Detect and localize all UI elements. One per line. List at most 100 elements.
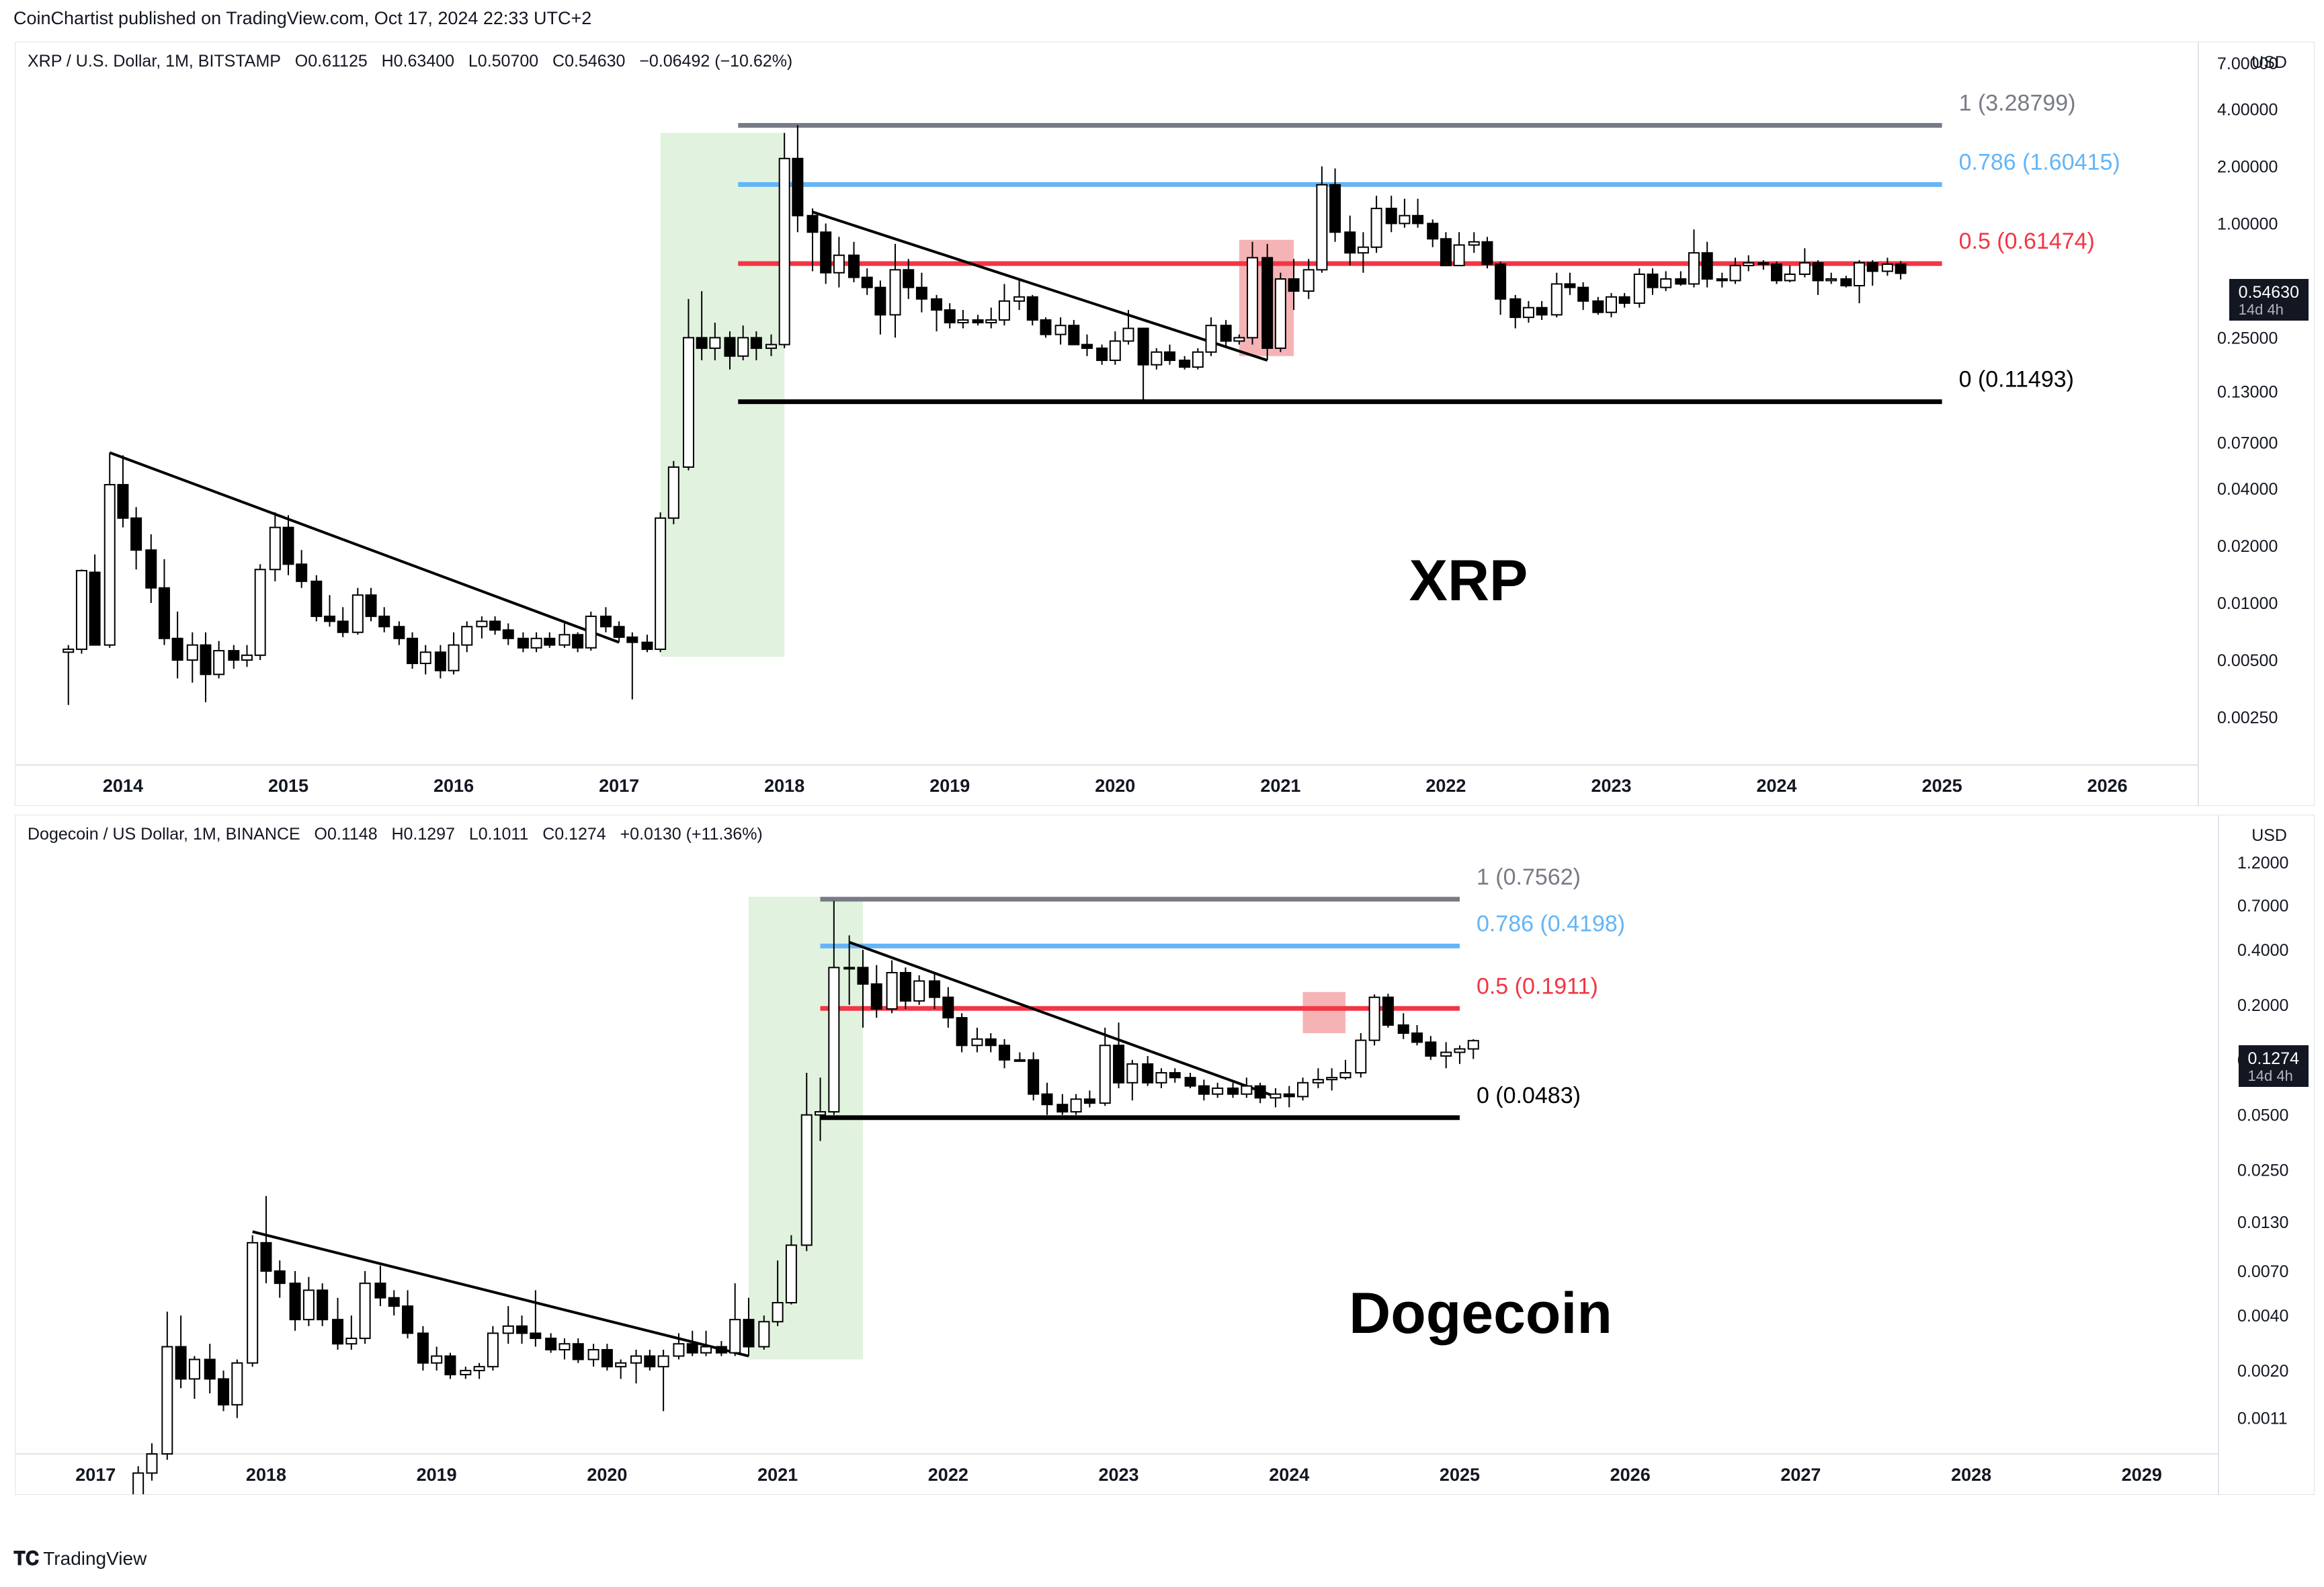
xrp-candle [724,331,736,370]
doge-candle-body [317,1289,329,1321]
xrp-candle-body [1522,307,1534,319]
doge-candle [1397,1013,1409,1039]
doge-candle [971,1027,983,1053]
doge-candle-body [601,1348,613,1368]
doge-candle-body [857,967,869,985]
xrp-candle-body [489,620,501,631]
doge-candle-body [630,1355,642,1364]
doge-candle [999,1039,1011,1069]
xrp-candle-body [1701,252,1713,280]
xrp-candle [1895,261,1907,280]
xrp-candle [1495,261,1507,315]
doge-candle [1297,1077,1309,1101]
doge-candle-body [473,1366,485,1371]
doge-candle-body [417,1332,429,1364]
doge-candle-body [1297,1082,1309,1098]
xrp-candle [1522,300,1534,323]
xrp-candle-body [171,637,183,661]
doge-candle-body [772,1302,784,1323]
xrp-candle [145,534,157,603]
xrp-candle-body [1618,296,1630,304]
xrp-candle-body [1605,296,1617,313]
xrp-candle-body [1054,325,1067,335]
xrp-candle-body [1151,351,1163,366]
dogecoin-chart-svg[interactable]: 1 (0.7562) 0.786 (0.4198) 0.5 (0.1911) 0 (0… [15,815,2314,1494]
xrp-candle-body [1137,327,1149,366]
xrp-countdown: 14d 4h [2238,301,2284,318]
xrp-candle [378,607,390,633]
chart-panel-xrp[interactable]: 1 (3.28799) 0.786 (1.60415) 0.5 (0.61474) 0… [15,42,2315,806]
xrp-candle [696,291,708,361]
xrp-currency-label[interactable]: USD [2251,53,2287,72]
xrp-candle [117,455,129,528]
doge-y-tick-label: 0.0130 [2237,1213,2288,1232]
doge-candle-body [673,1343,685,1357]
doge-candle-body [359,1283,371,1340]
doge-candle [828,901,840,1115]
xrp-candle-body [861,276,873,288]
xrp-candle-body [502,629,514,639]
doge-candle [460,1367,472,1379]
xrp-candle [1247,241,1259,345]
doge-candle-body [1312,1079,1324,1084]
xrp-candle-body [158,587,170,639]
doge-candle-body [558,1343,571,1350]
doge-candle [715,1341,727,1356]
doge-candle [204,1344,216,1393]
doge-candle [758,1315,770,1350]
xrp-candle-body [1784,273,1796,282]
doge-candle [1326,1068,1338,1091]
doge-candle-body [487,1332,499,1368]
doge-candle [913,975,925,1005]
doge-candle-body [729,1319,741,1354]
doge-currency-label[interactable]: USD [2251,826,2287,845]
xrp-x-tick-label: 2025 [1922,776,1962,796]
xrp-candle-body [530,637,542,649]
xrp-candle-body [269,526,281,571]
xrp-candle [1122,310,1134,345]
doge-candle [644,1349,656,1371]
doge-last-price-box: 0.1274 14d 4h [2238,1045,2309,1087]
xrp-candle [1453,232,1465,267]
doge-low: L0.1011 [468,825,529,844]
xrp-candle [337,607,349,637]
xrp-candle [1701,241,1713,288]
xrp-candle-body [324,615,336,622]
xrp-candle-body [1357,246,1369,254]
xrp-candle-body [461,626,473,646]
doge-candle-body [715,1346,727,1354]
xrp-candle-body [1866,262,1878,272]
doge-candle [332,1297,344,1350]
doge-x-tick-label: 2024 [1269,1465,1309,1485]
tradingview-logo[interactable]: 𝐓𝐂 TradingView [13,1548,147,1570]
xrp-candle [1618,292,1630,308]
doge-candle [1411,1025,1423,1046]
doge-candle [1467,1039,1479,1059]
xrp-candle-body [448,644,460,672]
doge-candle-body [743,1319,755,1348]
xrp-candle-body [558,634,571,646]
xrp-candle-body [1261,257,1274,350]
chart-panel-dogecoin[interactable]: 1 (0.7562) 0.786 (0.4198) 0.5 (0.1911) 0 (0… [15,815,2315,1495]
xrp-candle-body [1854,262,1866,287]
xrp-candle-body [1288,278,1300,292]
doge-candle-body [460,1369,472,1376]
xrp-candle [296,550,308,588]
xrp-candle [1743,255,1755,272]
xrp-candle [1688,229,1700,288]
doge-candle [1254,1082,1266,1104]
doge-last-price: 0.1274 [2247,1049,2299,1068]
xrp-candle-body [419,651,431,664]
xrp-chart-svg[interactable]: 1 (3.28799) 0.786 (1.60415) 0.5 (0.61474) 0… [15,42,2314,805]
doge-candle-body [188,1358,200,1380]
doge-candle [1113,1022,1125,1088]
doge-candle [1155,1068,1167,1088]
xrp-close: C0.54630 [552,52,626,71]
xrp-x-tick-label: 2018 [764,776,804,796]
doge-candle [161,1311,173,1460]
xrp-candle [1716,272,1728,288]
doge-candle [601,1344,613,1371]
doge-candle-body [231,1362,243,1406]
xrp-candle-body [1771,263,1783,282]
doge-candle-body [971,1038,983,1047]
